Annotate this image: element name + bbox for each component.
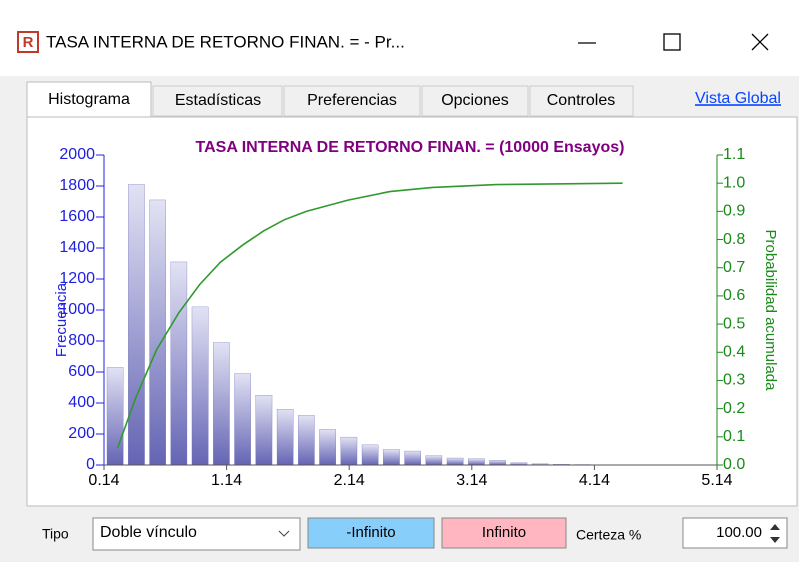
y-tick-label: 600: [68, 363, 95, 380]
y-tick-label: 1200: [59, 270, 95, 287]
infinity-label[interactable]: Infinito: [482, 524, 526, 541]
certeza-input[interactable]: [682, 517, 788, 549]
x-tick-label: 3.14: [456, 472, 487, 489]
x-tick-label: 2.14: [334, 472, 365, 489]
bar: [404, 450, 421, 466]
y-axis-label: Frecuencia: [53, 282, 70, 357]
y-tick-label: 1000: [59, 301, 95, 318]
y-tick-label: 800: [68, 332, 95, 349]
x-tick-label: 1.14: [211, 472, 242, 489]
bar: [340, 436, 358, 466]
y2-tick-label: 0.0: [723, 456, 745, 473]
tab-label[interactable]: Preferencias: [307, 92, 397, 109]
bar: [213, 342, 230, 466]
vista-global-link[interactable]: Vista Global: [695, 90, 781, 107]
y2-tick-label: 0.1: [723, 428, 745, 445]
tab[interactable]: [421, 85, 529, 117]
y-tick-label: 200: [68, 425, 95, 442]
tab-label[interactable]: Histograma: [48, 91, 130, 108]
bar: [298, 415, 315, 466]
bar: [446, 457, 464, 466]
y2-tick-label: 0.6: [723, 287, 745, 304]
bar: [170, 261, 188, 466]
title-bar: [0, 0, 799, 76]
bar: [255, 395, 273, 466]
tab[interactable]: [529, 85, 634, 117]
y2-tick-label: 1.0: [723, 174, 745, 191]
bar: [128, 184, 145, 466]
bar: [234, 373, 251, 466]
minus-infinity-label[interactable]: -Infinito: [346, 524, 395, 541]
y2-tick-label: 0.3: [723, 372, 745, 389]
x-tick-label: 0.14: [88, 472, 119, 489]
tab-label[interactable]: Opciones: [441, 92, 509, 109]
app-icon-glyph: R: [23, 34, 34, 51]
certeza-label: Certeza %: [576, 527, 641, 543]
cumulative-line: [116, 182, 623, 449]
y2-tick-label: 0.5: [723, 315, 745, 332]
y-tick-label: 1400: [59, 239, 95, 256]
maximize-button[interactable]: [663, 33, 681, 51]
y-tick-label: 1800: [59, 177, 95, 194]
y2-tick-label: 0.9: [723, 203, 745, 220]
y-tick-label: 0: [86, 456, 95, 473]
bar: [106, 367, 124, 466]
y-tick-label: 400: [68, 394, 95, 411]
minus-infinity-button[interactable]: [307, 517, 435, 549]
bar: [489, 460, 506, 466]
bar: [319, 429, 336, 466]
close-button[interactable]: [751, 33, 769, 51]
y-tick-label: 2000: [59, 146, 95, 163]
certeza-value[interactable]: 100.00: [716, 524, 762, 541]
infinity-button[interactable]: [441, 517, 567, 549]
tab[interactable]: [283, 85, 421, 117]
bar: [149, 199, 166, 466]
dropdown-arrow[interactable]: [278, 530, 290, 537]
tab-label[interactable]: Estadísticas: [175, 92, 261, 109]
x-tick-label: 4.14: [579, 472, 610, 489]
y2-tick-label: 0.4: [723, 343, 745, 360]
bar: [276, 409, 294, 466]
x-tick-label: 5.14: [701, 472, 732, 489]
y2-tick-label: 1.1: [723, 146, 745, 163]
bar: [191, 306, 209, 466]
tab-label[interactable]: Controles: [547, 92, 615, 109]
spin-buttons[interactable]: [770, 524, 780, 543]
bar: [383, 449, 400, 466]
tab[interactable]: [152, 85, 283, 117]
y-tick-label: 1600: [59, 208, 95, 225]
chart: 0 200 400 600 800 1000 1200 1400 1600 1800 2000 0.0…: [59, 146, 745, 489]
app-icon: [17, 31, 39, 53]
bar: [425, 455, 443, 466]
window-title: TASA INTERNA DE RETORNO FINAN. = - Pr...: [46, 32, 405, 51]
chart-title: TASA INTERNA DE RETORNO FINAN. = (10000 …: [196, 139, 625, 156]
tipo-dropdown[interactable]: [92, 517, 301, 551]
y2-axis-label: Probabilidad acumulada: [762, 230, 779, 392]
bar: [361, 444, 379, 466]
y2-tick-label: 0.8: [723, 231, 745, 248]
y2-tick-label: 0.2: [723, 400, 745, 417]
y2-tick-label: 0.7: [723, 259, 745, 276]
bar: [468, 458, 485, 466]
tipo-value[interactable]: Doble vínculo: [100, 524, 197, 541]
tipo-label: Tipo: [42, 526, 69, 542]
